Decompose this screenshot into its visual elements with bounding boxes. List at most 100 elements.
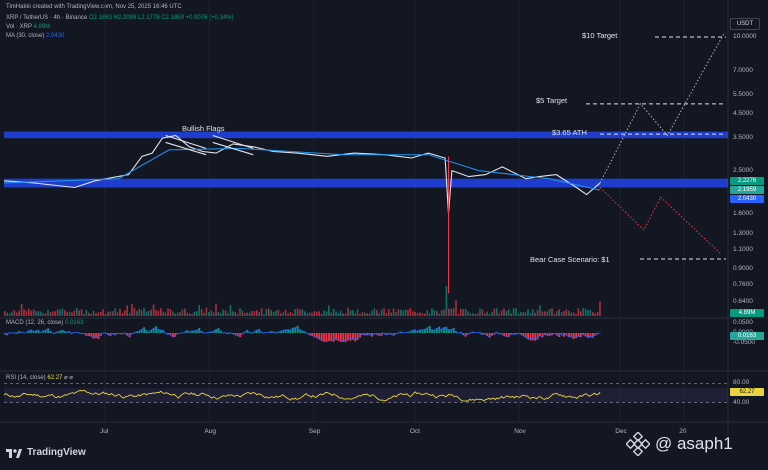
target-5-label[interactable]: $5 Target — [536, 96, 568, 105]
volume-bar — [407, 309, 409, 316]
macd-histogram-bar — [335, 333, 337, 340]
volume-bar — [584, 308, 587, 316]
volume-bar — [522, 312, 524, 316]
volume-bar — [414, 311, 416, 316]
rsi-label[interactable]: RSI (14, close) — [6, 375, 46, 381]
volume-bar — [162, 311, 164, 316]
volume-bar — [200, 309, 203, 316]
volume-bar — [92, 310, 95, 316]
volume-bar — [179, 312, 181, 316]
volume-bar — [47, 309, 49, 316]
macd-histogram-bar — [61, 329, 64, 333]
volume-bar — [400, 309, 402, 316]
macd-histogram-bar — [414, 329, 417, 333]
volume-bar — [172, 311, 174, 316]
volume-bar — [438, 313, 440, 316]
volume-bar — [349, 310, 352, 316]
price-tick-label: 0.7600 — [733, 281, 753, 289]
price-tick-label: 0.9000 — [733, 265, 753, 273]
volume-bar — [251, 311, 253, 316]
macd-histogram-bar — [546, 333, 549, 336]
macd-histogram-bar — [587, 333, 589, 339]
volume-bar — [311, 312, 313, 316]
volume-bar — [265, 308, 268, 316]
macd-histogram-bar — [378, 333, 381, 336]
macd-histogram-bar — [47, 328, 49, 333]
volume-bar — [287, 313, 289, 316]
volume-bar — [385, 312, 388, 316]
volume-bar — [136, 311, 138, 316]
volume-bar — [378, 313, 380, 316]
volume-bar — [152, 304, 155, 316]
volume-bar — [277, 309, 280, 316]
binance-diamond-icon — [626, 432, 650, 456]
volume-bar — [368, 313, 371, 316]
macd-histogram-bar — [556, 333, 558, 336]
macd-label[interactable]: MACD (12, 26, close) — [6, 320, 64, 326]
macd-histogram-bar — [112, 333, 114, 334]
bear-case-label[interactable]: Bear Case Scenario: $1 — [530, 255, 610, 264]
volume-bar — [440, 310, 443, 316]
volume-bar — [404, 309, 407, 316]
macd-histogram-bar — [592, 333, 594, 338]
target-10-label[interactable]: $10 Target — [582, 31, 618, 40]
volume-bar — [340, 310, 342, 316]
volume-bar — [198, 304, 200, 316]
macd-histogram-bar — [544, 333, 546, 335]
volume-bar — [49, 312, 52, 316]
volume-label[interactable]: Vol · XRP — [6, 24, 32, 30]
ath-label[interactable]: $3.65 ATH — [552, 128, 587, 137]
macd-histogram-bar — [167, 333, 169, 335]
price-tag-green: 2.2276 — [730, 177, 764, 185]
macd-histogram-bar — [172, 333, 174, 338]
macd-histogram-bar — [344, 333, 347, 342]
macd-histogram-bar — [232, 333, 234, 334]
volume-bar — [445, 286, 448, 316]
volume-bar — [164, 312, 167, 316]
macd-histogram-bar — [292, 327, 294, 333]
volume-bar — [476, 313, 479, 316]
volume-bar — [498, 313, 500, 316]
macd-histogram-bar — [97, 333, 100, 340]
volume-bar — [488, 313, 491, 316]
volume-bar — [128, 313, 131, 316]
volume-bar — [556, 311, 558, 316]
volume-bar — [85, 309, 88, 316]
macd-histogram-bar — [30, 329, 33, 333]
volume-bar — [284, 309, 287, 316]
volume-bar — [18, 310, 20, 316]
volume-bar — [589, 309, 592, 316]
volume-bar — [536, 309, 539, 316]
macd-histogram-bar — [95, 333, 97, 339]
volume-bar — [220, 313, 222, 316]
macd-histogram-bar — [152, 327, 155, 333]
rsi-settings-glyph[interactable]: ⌀ ⌀ — [64, 375, 73, 381]
volume-bar — [352, 310, 354, 316]
symbol-title[interactable]: XRP / TetherUS · 4h · Binance — [6, 15, 88, 21]
macd-histogram-bar — [534, 333, 537, 341]
time-tick-label: Nov — [514, 428, 526, 435]
ma-label[interactable]: MA (30, close) — [6, 33, 45, 39]
macd-histogram-bar — [407, 332, 409, 333]
volume-bar — [40, 311, 42, 316]
volume-bar — [563, 311, 565, 316]
tradingview-brand[interactable]: TradingView — [6, 447, 86, 458]
volume-bar — [102, 309, 104, 316]
bullish-flags-label[interactable]: Bullish Flags — [182, 124, 225, 133]
volume-bar — [433, 310, 436, 316]
volume-bar — [328, 305, 330, 316]
volume-bar — [114, 308, 116, 316]
macd-histogram-bar — [66, 332, 69, 333]
macd-histogram-bar — [354, 333, 357, 342]
currency-badge[interactable]: USDT — [730, 18, 760, 30]
support-zone — [4, 178, 728, 188]
volume-bar — [109, 311, 112, 316]
volume-bar — [6, 312, 8, 316]
volume-bar — [587, 309, 589, 316]
macd-histogram-bar — [244, 332, 246, 333]
volume-bar — [212, 312, 215, 316]
volume-bar — [100, 311, 102, 316]
macd-histogram-bar — [560, 333, 563, 335]
macd-histogram-bar — [56, 331, 59, 333]
